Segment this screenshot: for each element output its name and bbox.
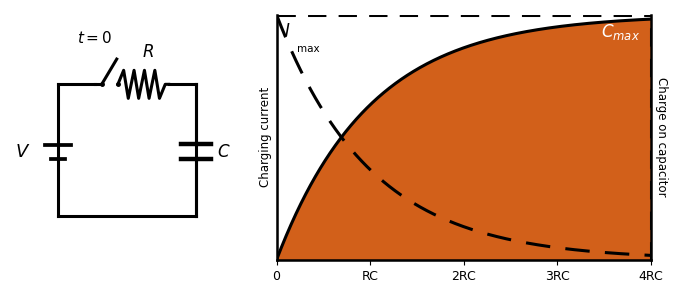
Text: $I$: $I$ <box>284 22 290 40</box>
Text: $C$: $C$ <box>218 142 231 161</box>
Y-axis label: Charge on capacitor: Charge on capacitor <box>655 77 668 197</box>
Text: $V$: $V$ <box>15 142 31 161</box>
Text: $t = 0$: $t = 0$ <box>77 30 113 46</box>
Text: max: max <box>297 44 320 54</box>
Text: $C_{max}$: $C_{max}$ <box>601 22 640 42</box>
Y-axis label: Charging current: Charging current <box>259 87 272 187</box>
Text: $R$: $R$ <box>142 43 154 61</box>
